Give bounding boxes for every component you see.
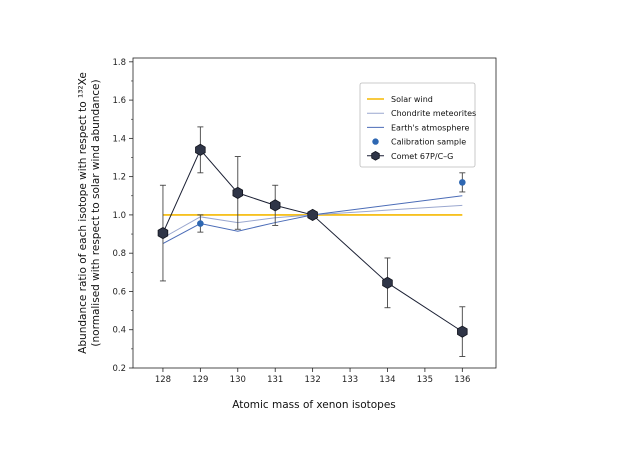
x-tick-label: 134 bbox=[379, 375, 395, 385]
x-tick-label: 128 bbox=[155, 375, 171, 385]
y-tick-label: 1.0 bbox=[112, 211, 126, 221]
x-tick-label: 129 bbox=[192, 375, 208, 385]
y-tick-label: 1.2 bbox=[112, 173, 126, 183]
comet-point bbox=[307, 208, 318, 221]
comet-point bbox=[269, 199, 281, 212]
chondrite-meteorites-line bbox=[162, 204, 463, 239]
x-tick-label: 132 bbox=[305, 375, 321, 385]
legend-swatch bbox=[371, 150, 380, 161]
x-axis: 128 129 130 131 132 133 134 135 136 bbox=[155, 368, 470, 385]
x-tick-label: 133 bbox=[342, 375, 358, 385]
comet-point bbox=[195, 143, 206, 156]
legend-label: Chondrite meteorites bbox=[391, 109, 476, 118]
y-axis: 0.2 0.4 0.6 0.8 1.0 1.2 1.4 1.6 1.8 bbox=[112, 58, 133, 374]
y-axis-label-line2: (normalised with respect to solar wind a… bbox=[90, 79, 102, 346]
x-axis-label: Atomic mass of xenon isotopes bbox=[232, 399, 396, 411]
x-tick-label: 135 bbox=[417, 375, 433, 385]
x-tick-label: 130 bbox=[230, 375, 246, 385]
legend-label: Calibration sample bbox=[391, 138, 466, 147]
legend: Solar wind Chondrite meteorites Earth's at… bbox=[359, 82, 476, 168]
y-tick-label: 1.4 bbox=[112, 134, 126, 144]
y-tick-label: 1.6 bbox=[112, 96, 126, 106]
y-tick-label: 0.4 bbox=[112, 326, 126, 336]
comet-point bbox=[457, 325, 468, 338]
earths-atmosphere-line bbox=[162, 195, 463, 245]
plot-frame bbox=[132, 57, 497, 369]
legend-label: Earth's atmosphere bbox=[391, 123, 469, 132]
comet-point bbox=[157, 227, 169, 240]
x-tick-label: 131 bbox=[267, 375, 283, 385]
legend-swatch bbox=[372, 138, 379, 145]
legend-label: Solar wind bbox=[391, 95, 433, 104]
y-tick-label: 0.8 bbox=[112, 249, 126, 259]
comet-point bbox=[382, 276, 393, 289]
y-tick-label: 1.8 bbox=[112, 58, 126, 68]
calibration-sample-point bbox=[197, 220, 204, 227]
legend-label: Comet 67P/C–G bbox=[391, 152, 453, 161]
calibration-sample-point bbox=[459, 179, 466, 186]
y-tick-label: 0.2 bbox=[112, 364, 126, 374]
legend-box bbox=[359, 82, 476, 168]
y-axis-label: Abundance ratio of each isotope with res… bbox=[77, 72, 102, 354]
y-tick-label: 0.6 bbox=[112, 287, 126, 297]
series-layer bbox=[157, 126, 468, 357]
x-tick-label: 136 bbox=[454, 375, 470, 385]
comet-line bbox=[162, 148, 463, 333]
y-axis-label-line1: Abundance ratio of each isotope with res… bbox=[77, 72, 89, 354]
comet-point bbox=[232, 186, 244, 199]
